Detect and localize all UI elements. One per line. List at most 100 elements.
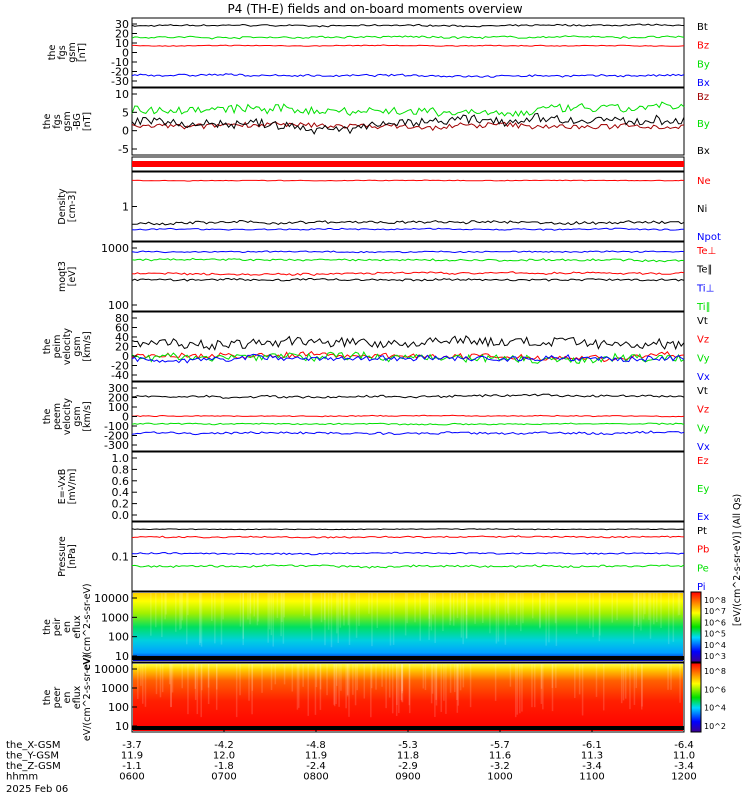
spectrogram-streak (398, 664, 400, 714)
y-axis-label: en (62, 621, 73, 633)
y-axis-label: eV/(cm^2-s-sr-eV) (82, 583, 93, 670)
legend-entry: Vt (697, 316, 708, 327)
spectrogram-streak (440, 664, 443, 712)
y-tick-label: 10 (115, 720, 129, 733)
spectrogram-streak (370, 664, 373, 689)
spectrogram-streak (449, 593, 451, 626)
colorbar-tick-label: 10^5 (704, 630, 726, 639)
spectrogram-streak (395, 664, 398, 716)
spectrogram-streak (401, 664, 404, 692)
spectrogram-streak (239, 593, 242, 627)
y-axis-label: the (42, 114, 53, 130)
panel-7: Ez Ey Ex 1.00.80.60.40.20.0 E=-VxB [mV/m] (57, 451, 709, 523)
spectrogram-streak (396, 664, 398, 706)
spectrogram-streak (575, 593, 578, 634)
spectrogram-streak (187, 593, 189, 616)
y-tick-label: 5 (122, 106, 129, 119)
spectrogram-streak (474, 593, 476, 624)
spectrogram-streak (489, 593, 491, 634)
spectrogram-streak (326, 664, 328, 696)
legend-entry: Bz (697, 92, 709, 103)
spectrogram-streak (456, 664, 459, 713)
spectrogram-streak (333, 664, 335, 705)
y-axis-label: gsm (62, 111, 73, 131)
y-axis-label: peir (52, 618, 63, 637)
spectrogram-streak (144, 664, 147, 707)
spectrogram-streak (401, 664, 403, 694)
spectrogram-streak (589, 593, 591, 629)
spectrogram-streak (465, 593, 468, 639)
spectrogram-streak (667, 593, 670, 645)
spectrogram-streak (452, 593, 455, 626)
colorbar-tick-label: 10^4 (704, 704, 726, 713)
footer-row-label: the_Z-GSM (6, 761, 61, 772)
legend-entry: Npot (697, 232, 721, 243)
spectrogram-streak (323, 593, 326, 620)
y-tick-label: 0 (122, 350, 129, 363)
spectrogram-streak (656, 593, 658, 623)
spectrogram-streak (678, 593, 681, 615)
spectrogram-baseline (132, 656, 684, 660)
footer-ephemeris: the_X-GSM -3.7 -4.2 -4.8 -5.3 -5.7 -6.1 -6.4 the… (6, 740, 697, 795)
legend-entry: Vy (697, 353, 710, 364)
spectrogram-streak (270, 593, 273, 636)
y-tick-label: 0.4 (112, 486, 130, 499)
spectrogram-streak (542, 664, 544, 710)
colorbar-tick-label: 10^8 (704, 667, 726, 676)
legend-entry: By (697, 119, 710, 130)
footer-value: -1.8 (214, 761, 234, 772)
y-axis-label: [km/s] (82, 401, 93, 431)
y-axis-label: peem (52, 403, 63, 430)
legend-entry: Bt (697, 22, 708, 33)
spectrogram-streak (640, 593, 642, 631)
y-axis-label: -BG (72, 113, 83, 130)
spectrogram-streak (514, 664, 517, 718)
spectrogram-streak (345, 664, 347, 709)
y-axis-label: [km/s] (82, 331, 93, 361)
series-line-By (131, 35, 685, 40)
spectrogram-streak (599, 593, 601, 636)
y-tick-label: 10 (115, 650, 129, 663)
spectrogram-streak (347, 593, 350, 626)
y-tick-label: 100 (108, 401, 129, 414)
spectrogram-streak (314, 664, 317, 715)
y-tick-label: 0.6 (112, 475, 130, 488)
y-tick-label: 10000 (94, 592, 129, 605)
spectrogram-streak (381, 664, 383, 687)
spectrogram-streak (348, 593, 351, 646)
spectrogram-streak (291, 664, 294, 692)
legend-entry: Ni (697, 204, 707, 215)
y-tick-label: 0.1 (112, 551, 130, 564)
series-line-Ne (132, 179, 685, 182)
spectrogram-streak (310, 593, 312, 620)
spectrogram-streak (201, 664, 203, 691)
spectrogram-streak (307, 664, 309, 716)
spectrogram-streak (150, 593, 152, 636)
y-tick-label: 0.8 (112, 463, 130, 476)
panel-8: Pt Pb Pe Pi 0.1 Pressure [nPa] (57, 521, 709, 593)
spectrogram-streak (533, 664, 536, 708)
spectrogram-streak (181, 664, 183, 689)
spectrogram-streak (648, 593, 650, 620)
spectrogram-streak (319, 664, 322, 690)
spectrogram-streak (270, 664, 273, 691)
y-axis-label: the (42, 619, 53, 635)
series-line-Bt (131, 23, 685, 28)
spectrogram-streak (419, 593, 421, 641)
y-axis-label: [nT] (77, 43, 88, 62)
spectrogram-streak (324, 593, 326, 646)
spectrogram-streak (531, 593, 534, 619)
spectrogram-streak (199, 593, 202, 643)
spectrogram-streak (319, 664, 322, 710)
footer-value: -4.8 (306, 740, 326, 751)
spectrogram-streak (180, 593, 182, 629)
spectrogram-streak (629, 664, 631, 710)
spectrogram-streak (404, 593, 407, 636)
series-line-By (131, 101, 685, 118)
spectrogram-streak (370, 664, 372, 718)
colorbar-tick-label: 10^6 (704, 618, 726, 627)
spectrogram-streak (376, 593, 379, 628)
spectrogram-streak (633, 664, 636, 705)
